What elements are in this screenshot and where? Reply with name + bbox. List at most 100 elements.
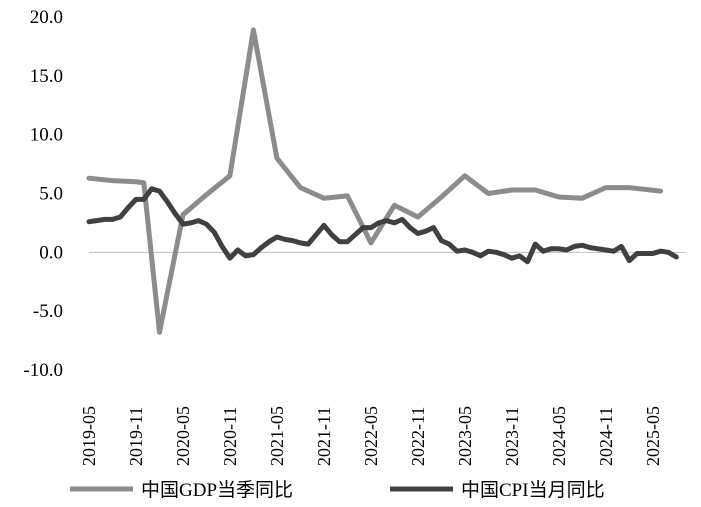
x-tick-label: 2019-11 [126,407,146,466]
data-point [299,187,301,189]
data-point [558,196,560,198]
data-point [620,245,622,247]
data-point [213,231,215,233]
data-point [174,213,176,214]
data-point [644,253,646,254]
data-point [346,241,348,243]
data-point [425,230,427,232]
data-point [143,182,145,184]
x-tick-label: 2022-11 [408,407,428,466]
series-line-1 [86,27,664,335]
data-point [550,248,552,250]
series-layer [86,27,679,335]
data-point [542,250,544,252]
data-point [221,245,223,247]
data-point [652,253,654,254]
x-tick-label: 2021-05 [267,406,287,466]
data-point [409,227,411,229]
data-point [205,223,207,225]
x-tick-label: 2023-05 [455,406,475,466]
data-point [433,227,434,229]
data-point [519,255,521,257]
data-point [284,238,286,240]
series-line-2 [86,186,679,265]
data-point [323,197,325,199]
data-point [605,187,607,189]
legend: 中国GDP当季同比 中国CPI当月同比 [70,479,605,501]
data-point [464,249,466,251]
data-point [503,254,505,256]
legend-label-1: 中国GDP当季同比 [141,479,293,501]
data-point [675,256,677,258]
data-point [581,244,583,246]
data-point [667,251,669,253]
data-point [237,249,239,251]
data-point [362,227,364,229]
data-point [472,251,474,253]
x-tick-label: 2019-05 [79,406,99,466]
data-point [252,254,254,256]
data-point [581,197,583,199]
data-point [558,248,560,250]
data-point [401,218,403,220]
data-point [166,201,168,203]
data-point [511,189,513,191]
data-point [480,255,481,257]
data-point [370,227,372,229]
data-point [456,250,458,252]
y-axis: 20.0 15.0 10.0 5.0 0.0 -5.0 -10.0 [23,7,686,381]
data-point [331,234,333,236]
data-point [628,187,630,189]
data-point [628,260,630,262]
y-tick-label: -5.0 [33,301,63,322]
data-point [370,242,372,244]
data-point [276,157,278,159]
y-tick-label: 5.0 [39,184,63,205]
x-tick-label: 2024-05 [549,406,569,466]
data-point [378,222,380,224]
data-point [613,250,615,252]
data-point [182,214,184,216]
x-tick-label: 2021-11 [314,407,334,466]
data-point [660,190,662,192]
data-point [127,207,129,209]
data-point [566,249,568,251]
data-point [339,241,341,243]
y-tick-label: 15.0 [30,66,63,87]
x-axis: 2019-05 2019-11 2020-05 2020-11 2021-05 2021-… [79,406,663,466]
data-point [252,29,254,31]
data-point [386,220,387,222]
data-point [159,331,160,333]
data-point [487,250,489,252]
x-tick-label: 2022-05 [361,406,381,466]
data-point [190,222,192,224]
data-point [660,250,662,252]
data-point [464,175,466,177]
data-point [151,188,153,190]
data-point [354,234,356,236]
data-point [268,241,270,243]
data-point [323,224,325,226]
y-tick-label: 0.0 [39,242,63,263]
y-tick-label: 20.0 [30,7,63,28]
data-point [307,243,309,245]
data-point [112,218,113,220]
data-point [315,234,317,236]
data-point [440,196,442,198]
data-point [119,216,121,218]
data-point [88,221,90,223]
data-point [417,233,419,234]
data-point [159,190,160,192]
data-point [276,236,278,238]
data-point [299,242,301,244]
data-point [88,177,90,179]
data-point [597,248,599,250]
data-point [574,245,575,247]
data-point [636,253,638,254]
data-point [527,261,528,263]
data-point [487,193,489,194]
data-point [589,247,591,249]
data-point [245,255,247,257]
legend-label-2: 中国CPI当月同比 [461,479,605,501]
